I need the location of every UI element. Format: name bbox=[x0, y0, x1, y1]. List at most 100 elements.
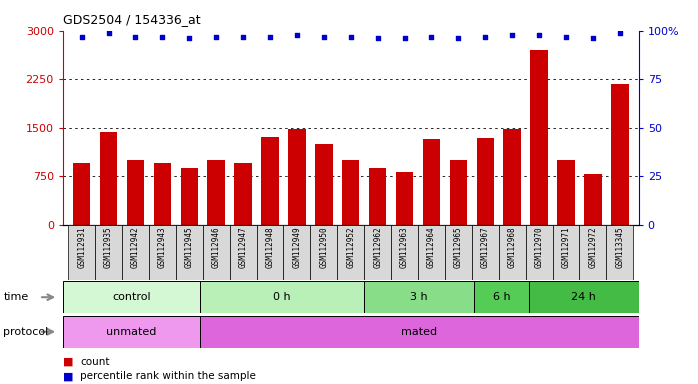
FancyBboxPatch shape bbox=[418, 225, 445, 280]
Point bbox=[426, 33, 437, 40]
FancyBboxPatch shape bbox=[257, 225, 283, 280]
FancyBboxPatch shape bbox=[122, 225, 149, 280]
FancyBboxPatch shape bbox=[526, 225, 553, 280]
Text: GSM112972: GSM112972 bbox=[588, 226, 597, 268]
Bar bbox=[530, 50, 548, 225]
Text: GSM112946: GSM112946 bbox=[211, 226, 221, 268]
Point bbox=[399, 35, 410, 41]
Text: 24 h: 24 h bbox=[572, 292, 596, 302]
Text: control: control bbox=[112, 292, 151, 302]
Bar bbox=[127, 160, 144, 225]
Text: count: count bbox=[80, 357, 110, 367]
Bar bbox=[288, 129, 306, 225]
Text: GSM112962: GSM112962 bbox=[373, 226, 382, 268]
Bar bbox=[369, 169, 387, 225]
Text: GSM112964: GSM112964 bbox=[427, 226, 436, 268]
Text: percentile rank within the sample: percentile rank within the sample bbox=[80, 371, 256, 381]
Bar bbox=[73, 163, 91, 225]
Text: GSM112931: GSM112931 bbox=[77, 226, 86, 268]
Bar bbox=[181, 168, 198, 225]
Point bbox=[265, 33, 276, 40]
FancyBboxPatch shape bbox=[200, 316, 639, 348]
Point bbox=[103, 30, 114, 36]
Bar bbox=[503, 129, 521, 225]
Text: GSM112942: GSM112942 bbox=[131, 226, 140, 268]
Bar bbox=[396, 172, 413, 225]
FancyBboxPatch shape bbox=[337, 225, 364, 280]
Text: GSM112950: GSM112950 bbox=[320, 226, 328, 268]
Point bbox=[587, 35, 598, 41]
Point bbox=[453, 35, 464, 41]
FancyBboxPatch shape bbox=[472, 225, 499, 280]
Text: 3 h: 3 h bbox=[410, 292, 428, 302]
Point bbox=[533, 31, 544, 38]
Point bbox=[345, 33, 356, 40]
Bar bbox=[477, 138, 494, 225]
Text: GSM112945: GSM112945 bbox=[185, 226, 194, 268]
FancyBboxPatch shape bbox=[230, 225, 257, 280]
Bar bbox=[100, 132, 117, 225]
Text: protocol: protocol bbox=[3, 327, 49, 337]
FancyBboxPatch shape bbox=[499, 225, 526, 280]
Text: GSM112949: GSM112949 bbox=[292, 226, 302, 268]
Text: GSM112952: GSM112952 bbox=[346, 226, 355, 268]
Point bbox=[130, 33, 141, 40]
Bar bbox=[557, 160, 574, 225]
FancyBboxPatch shape bbox=[200, 281, 364, 313]
Text: GSM112967: GSM112967 bbox=[481, 226, 490, 268]
Text: mated: mated bbox=[401, 327, 438, 337]
Text: GSM112965: GSM112965 bbox=[454, 226, 463, 268]
Point bbox=[184, 35, 195, 41]
Text: GSM112971: GSM112971 bbox=[561, 226, 570, 268]
Bar bbox=[342, 160, 359, 225]
Bar bbox=[315, 144, 332, 225]
Text: GSM112970: GSM112970 bbox=[535, 226, 544, 268]
FancyBboxPatch shape bbox=[607, 225, 633, 280]
FancyBboxPatch shape bbox=[176, 225, 202, 280]
FancyBboxPatch shape bbox=[68, 225, 95, 280]
Point bbox=[291, 31, 302, 38]
FancyBboxPatch shape bbox=[364, 225, 391, 280]
Point bbox=[318, 33, 329, 40]
Bar bbox=[611, 84, 629, 225]
Text: GSM112948: GSM112948 bbox=[265, 226, 274, 268]
Bar bbox=[423, 139, 440, 225]
Point bbox=[560, 33, 572, 40]
Text: GSM112947: GSM112947 bbox=[239, 226, 248, 268]
FancyBboxPatch shape bbox=[283, 225, 311, 280]
Bar bbox=[261, 137, 279, 225]
FancyBboxPatch shape bbox=[579, 225, 607, 280]
FancyBboxPatch shape bbox=[202, 225, 230, 280]
FancyBboxPatch shape bbox=[391, 225, 418, 280]
Bar bbox=[584, 174, 602, 225]
Text: 0 h: 0 h bbox=[274, 292, 291, 302]
Point bbox=[614, 30, 625, 36]
Text: time: time bbox=[3, 292, 29, 302]
Text: unmated: unmated bbox=[106, 327, 156, 337]
FancyBboxPatch shape bbox=[529, 281, 639, 313]
Text: ■: ■ bbox=[63, 371, 73, 381]
FancyBboxPatch shape bbox=[63, 281, 200, 313]
FancyBboxPatch shape bbox=[95, 225, 122, 280]
Point bbox=[211, 33, 222, 40]
Point bbox=[237, 33, 248, 40]
FancyBboxPatch shape bbox=[63, 316, 200, 348]
FancyBboxPatch shape bbox=[364, 281, 474, 313]
Point bbox=[507, 31, 518, 38]
Text: GSM112943: GSM112943 bbox=[158, 226, 167, 268]
Point bbox=[372, 35, 383, 41]
Text: GSM112963: GSM112963 bbox=[400, 226, 409, 268]
Point bbox=[480, 33, 491, 40]
Text: 6 h: 6 h bbox=[493, 292, 510, 302]
Point bbox=[157, 33, 168, 40]
Bar bbox=[154, 163, 171, 225]
FancyBboxPatch shape bbox=[445, 225, 472, 280]
Text: GSM112935: GSM112935 bbox=[104, 226, 113, 268]
Point bbox=[76, 33, 87, 40]
Text: GSM113345: GSM113345 bbox=[616, 226, 624, 268]
FancyBboxPatch shape bbox=[553, 225, 579, 280]
FancyBboxPatch shape bbox=[149, 225, 176, 280]
Bar bbox=[235, 163, 252, 225]
Bar bbox=[207, 160, 225, 225]
Text: GSM112968: GSM112968 bbox=[507, 226, 517, 268]
